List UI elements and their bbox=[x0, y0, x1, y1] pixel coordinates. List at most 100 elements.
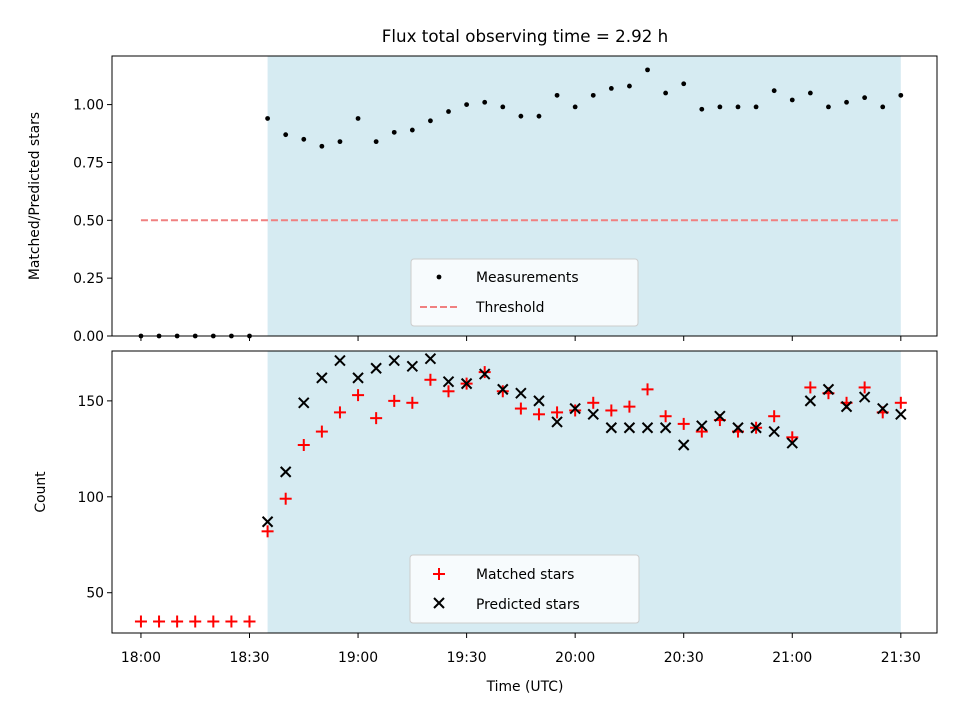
legend-threshold-label: Threshold bbox=[475, 300, 544, 316]
predicted-x-stroke bbox=[497, 383, 509, 396]
matched-star-point bbox=[695, 425, 708, 438]
matched-star-point bbox=[659, 410, 672, 423]
matched-star-point bbox=[677, 417, 690, 430]
predicted-star-point bbox=[840, 400, 853, 413]
matched-star-point bbox=[587, 396, 600, 409]
matched-star-point bbox=[532, 408, 545, 421]
measurement-point bbox=[572, 104, 578, 110]
predicted-star-point bbox=[478, 368, 491, 380]
measurement-point bbox=[301, 136, 307, 142]
predicted-x-stroke bbox=[696, 420, 708, 432]
measurement-point bbox=[518, 113, 524, 119]
bottom-plot-marks bbox=[134, 352, 907, 628]
measurement-point bbox=[428, 118, 433, 124]
predicted-x-stroke bbox=[587, 408, 599, 421]
top-legend: Measurements Threshold bbox=[410, 258, 639, 327]
matched-star-point bbox=[858, 381, 871, 394]
bottom-x-ticks: 18:00 18:30 19:00 19:30 20:00 20:30 21:00 21:30 bbox=[121, 633, 921, 666]
predicted-star-point bbox=[714, 410, 726, 422]
predicted-star-point bbox=[298, 397, 310, 409]
top-y-tick-label: 1.00 bbox=[73, 98, 104, 114]
predicted-x-stroke bbox=[551, 416, 563, 428]
matched-star-point bbox=[134, 615, 147, 628]
measurement-point bbox=[862, 95, 868, 101]
predicted-x-stroke bbox=[388, 354, 400, 367]
predicted-x-stroke bbox=[822, 383, 835, 396]
bottom-x-tick-label: 20:00 bbox=[555, 650, 595, 666]
measurement-point bbox=[265, 116, 270, 121]
measurement-point bbox=[283, 132, 289, 138]
top-y-tick-label: 0.50 bbox=[73, 213, 104, 229]
matched-star-point bbox=[406, 396, 419, 409]
predicted-x-stroke bbox=[858, 391, 871, 403]
predicted-x-stroke bbox=[750, 422, 762, 434]
measurement-point bbox=[446, 109, 451, 114]
bottom-y-tick-label: 100 bbox=[77, 490, 104, 506]
measurement-point bbox=[590, 92, 596, 98]
predicted-x-stroke bbox=[877, 402, 889, 415]
predicted-x-stroke bbox=[714, 410, 726, 422]
measurement-point bbox=[464, 102, 470, 107]
measurement-point bbox=[645, 67, 650, 73]
predicted-star-point bbox=[895, 408, 907, 421]
measurement-point bbox=[663, 90, 669, 96]
predicted-x-stroke bbox=[895, 408, 907, 421]
predicted-x-stroke bbox=[406, 360, 419, 373]
bottom-x-tick-label: 20:30 bbox=[664, 650, 704, 666]
matched-star-point bbox=[551, 406, 564, 419]
matched-star-point bbox=[894, 396, 907, 409]
predicted-x-stroke bbox=[515, 387, 527, 399]
matched-star-point bbox=[171, 615, 184, 628]
measurement-point bbox=[482, 99, 488, 105]
predicted-star-point bbox=[316, 372, 328, 384]
predicted-x-stroke bbox=[442, 375, 455, 388]
predicted-x-stroke bbox=[623, 422, 636, 434]
matched-star-point bbox=[225, 615, 238, 628]
predicted-x-stroke bbox=[605, 422, 618, 434]
measurement-point bbox=[355, 116, 361, 121]
matched-star-point bbox=[297, 439, 310, 451]
matched-star-point bbox=[207, 615, 220, 628]
bottom-y-tick-label: 150 bbox=[77, 394, 104, 410]
predicted-star-point bbox=[804, 395, 817, 407]
matched-star-point bbox=[569, 404, 582, 417]
predicted-star-point bbox=[497, 383, 509, 396]
legend-predicted-label: Predicted stars bbox=[476, 597, 580, 613]
top-axes-frame bbox=[111, 55, 938, 337]
predicted-x-stroke bbox=[533, 395, 545, 407]
bottom-x-tick-label: 21:00 bbox=[772, 650, 812, 666]
predicted-star-point bbox=[569, 402, 581, 415]
bottom-x-tick-label: 19:00 bbox=[338, 650, 378, 666]
predicted-star-point bbox=[732, 422, 744, 434]
matched-star-point bbox=[370, 412, 383, 425]
top-x-ticks bbox=[140, 336, 902, 341]
top-y-tick-label: 0.75 bbox=[73, 155, 104, 171]
measurement-point bbox=[880, 104, 886, 110]
measurement-point bbox=[500, 104, 506, 110]
matched-star-point bbox=[352, 389, 365, 402]
bottom-legend: Matched stars Predicted stars bbox=[409, 554, 640, 624]
measurement-point bbox=[826, 104, 831, 110]
predicted-star-point bbox=[822, 383, 835, 396]
top-legend-box bbox=[410, 258, 639, 327]
matched-star-point bbox=[279, 492, 292, 505]
predicted-star-point bbox=[352, 372, 364, 384]
x-axis-label: Time (UTC) bbox=[486, 679, 564, 695]
predicted-star-point bbox=[370, 362, 382, 374]
measurement-point bbox=[844, 99, 849, 105]
matched-star-point bbox=[189, 615, 202, 628]
matched-star-point bbox=[478, 366, 491, 379]
predicted-x-stroke bbox=[370, 362, 382, 374]
predicted-star-point bbox=[279, 466, 292, 478]
bottom-panel: 50 100 150 18:00 18:30 19:00 19:30 20:00 20:30 2… bbox=[33, 350, 938, 695]
legend-matched-marker bbox=[433, 568, 445, 580]
matched-star-point bbox=[261, 525, 274, 538]
predicted-x-stroke bbox=[786, 437, 798, 449]
predicted-x-stroke bbox=[279, 466, 292, 478]
matched-star-point bbox=[514, 402, 527, 415]
legend-matched-label: Matched stars bbox=[476, 567, 574, 583]
measurement-point bbox=[699, 106, 705, 112]
matched-star-point bbox=[768, 410, 781, 423]
matched-star-point bbox=[804, 381, 817, 394]
